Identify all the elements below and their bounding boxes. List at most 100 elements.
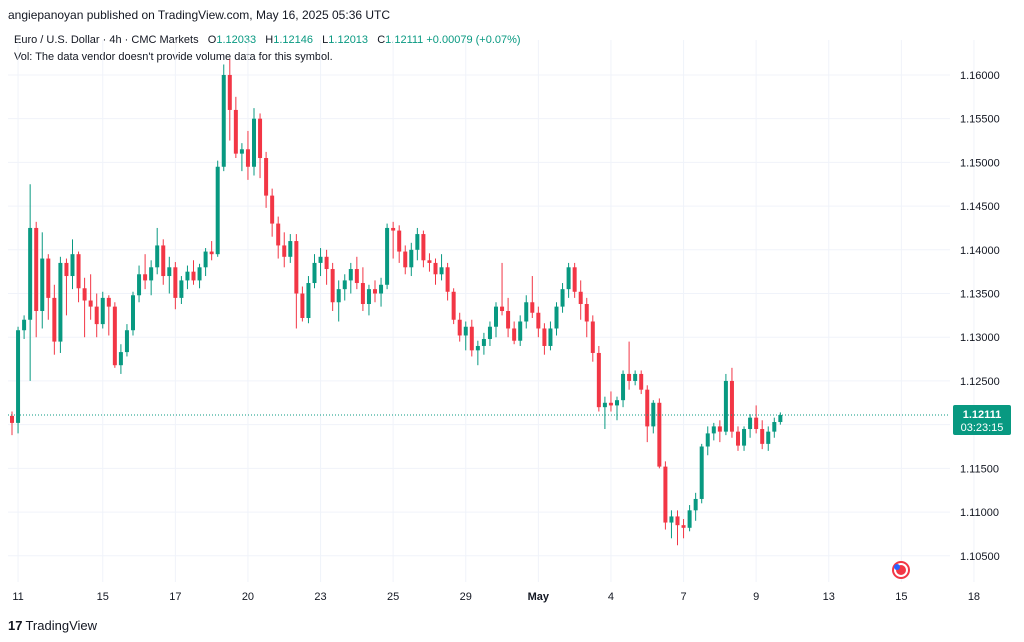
candle-body [748, 417, 753, 430]
candle-body [415, 234, 420, 250]
candle-body [608, 402, 613, 406]
candle-body [481, 338, 486, 346]
candle-body [131, 295, 135, 331]
candle-body [687, 510, 692, 528]
price-tick-label: 1.15000 [960, 157, 1000, 169]
candle-body [385, 227, 390, 285]
candle-body [451, 291, 456, 320]
chart-area[interactable]: 1.105001.110001.115001.120001.125001.130… [0, 28, 1024, 608]
candle-body [330, 269, 335, 303]
candle-body [578, 291, 583, 305]
candle-body [409, 249, 414, 268]
last-price-badge-bg [953, 404, 1011, 435]
chart-legend: Euro / U.S. Dollar · 4h · CMC Markets O1… [14, 34, 521, 46]
footer: 17 TradingView [0, 610, 1024, 642]
candle-body [657, 402, 662, 467]
candle-body [227, 74, 232, 110]
candle-body [590, 321, 595, 353]
grid-layer [8, 40, 975, 582]
candle-body [191, 271, 196, 281]
candle-body [366, 289, 371, 305]
time-tick-label: 29 [460, 591, 472, 603]
candle-body [342, 280, 347, 290]
candle-body [155, 245, 160, 268]
candle-body [94, 306, 99, 325]
candle-body [554, 306, 559, 329]
candle-body [203, 251, 208, 268]
us-eu-flag-icon [892, 561, 910, 579]
candle-body [100, 297, 105, 325]
candle-body [354, 269, 359, 284]
candle-body [124, 330, 129, 353]
price-axis[interactable]: 1.105001.110001.115001.120001.125001.130… [960, 70, 1000, 563]
candle-body [421, 234, 426, 261]
candle-body [52, 297, 57, 342]
candle-body [524, 302, 529, 322]
candle-body [348, 269, 353, 281]
time-axis[interactable]: 11 15 17 20 23 25 29 May 4 7 9 13 15 18 [12, 591, 980, 603]
candle-body [167, 267, 172, 277]
candle-body [615, 400, 619, 406]
candle-body [536, 312, 541, 329]
candle-body [403, 251, 408, 268]
candle-body [663, 466, 668, 523]
candle-body [82, 288, 87, 301]
candle-body [778, 415, 783, 423]
candle-body [76, 254, 81, 289]
candle-body [596, 352, 601, 408]
candle-body [542, 328, 547, 346]
candle-body [433, 262, 438, 275]
tradingview-logo-icon: 17 [8, 618, 23, 633]
candle-body [500, 306, 505, 311]
last-price-badge: 1.12111 03:23:15 [953, 404, 1011, 435]
legend-high-label: H [265, 34, 274, 46]
candle-body [179, 280, 184, 298]
time-tick-label: 13 [823, 591, 835, 603]
candle-body [693, 498, 698, 511]
candle-body [566, 267, 571, 290]
candle-body [669, 516, 674, 523]
candle-body [766, 431, 771, 444]
time-tick-label: 18 [968, 591, 980, 603]
candle-body [70, 254, 75, 277]
last-price-value: 1.12111 [963, 409, 1002, 421]
candle-body [143, 274, 148, 281]
candle-body [645, 389, 650, 427]
candle-body [233, 109, 238, 154]
candle-body [58, 262, 63, 342]
candles [10, 59, 783, 546]
candle-body [548, 328, 553, 346]
candle-body [46, 258, 51, 298]
time-tick-label: 11 [12, 591, 23, 603]
price-chart[interactable]: 1.105001.110001.115001.120001.125001.130… [0, 28, 1024, 608]
legend-symbol[interactable]: Euro / U.S. Dollar · 4h · CMC Markets [14, 34, 199, 46]
candle-body [288, 241, 293, 257]
publish-info: angiepanoyan published on TradingView.co… [8, 8, 391, 22]
candle-body [772, 422, 777, 432]
tradingview-logo[interactable]: 17 TradingView [8, 618, 97, 633]
legend-low-value: 1.12013 [328, 34, 369, 46]
price-tick-label: 1.16000 [960, 70, 1000, 82]
time-tick-label: 7 [680, 591, 686, 603]
candle-body [22, 319, 27, 331]
candle-body [729, 380, 734, 432]
candle-body [258, 118, 263, 159]
candle-body [245, 149, 250, 167]
candle-body [173, 267, 178, 298]
candle-body [754, 417, 759, 430]
time-tick-label: 9 [753, 591, 759, 603]
price-tick-label: 1.11000 [960, 507, 999, 519]
price-tick-label: 1.12500 [960, 376, 1000, 388]
candle-body [16, 330, 21, 423]
price-tick-label: 1.13000 [960, 332, 1000, 344]
candle-body [445, 267, 450, 292]
time-tick-label: 23 [314, 591, 326, 603]
volume-note: Vol: The data vendor doesn't provide vol… [14, 51, 333, 63]
candle-body [627, 373, 632, 381]
candle-body [88, 300, 93, 307]
candle-body [602, 402, 607, 408]
candle-body [294, 241, 299, 294]
price-tick-label: 1.14500 [960, 201, 1000, 213]
candle-body [215, 166, 220, 255]
candle-body [584, 304, 589, 322]
